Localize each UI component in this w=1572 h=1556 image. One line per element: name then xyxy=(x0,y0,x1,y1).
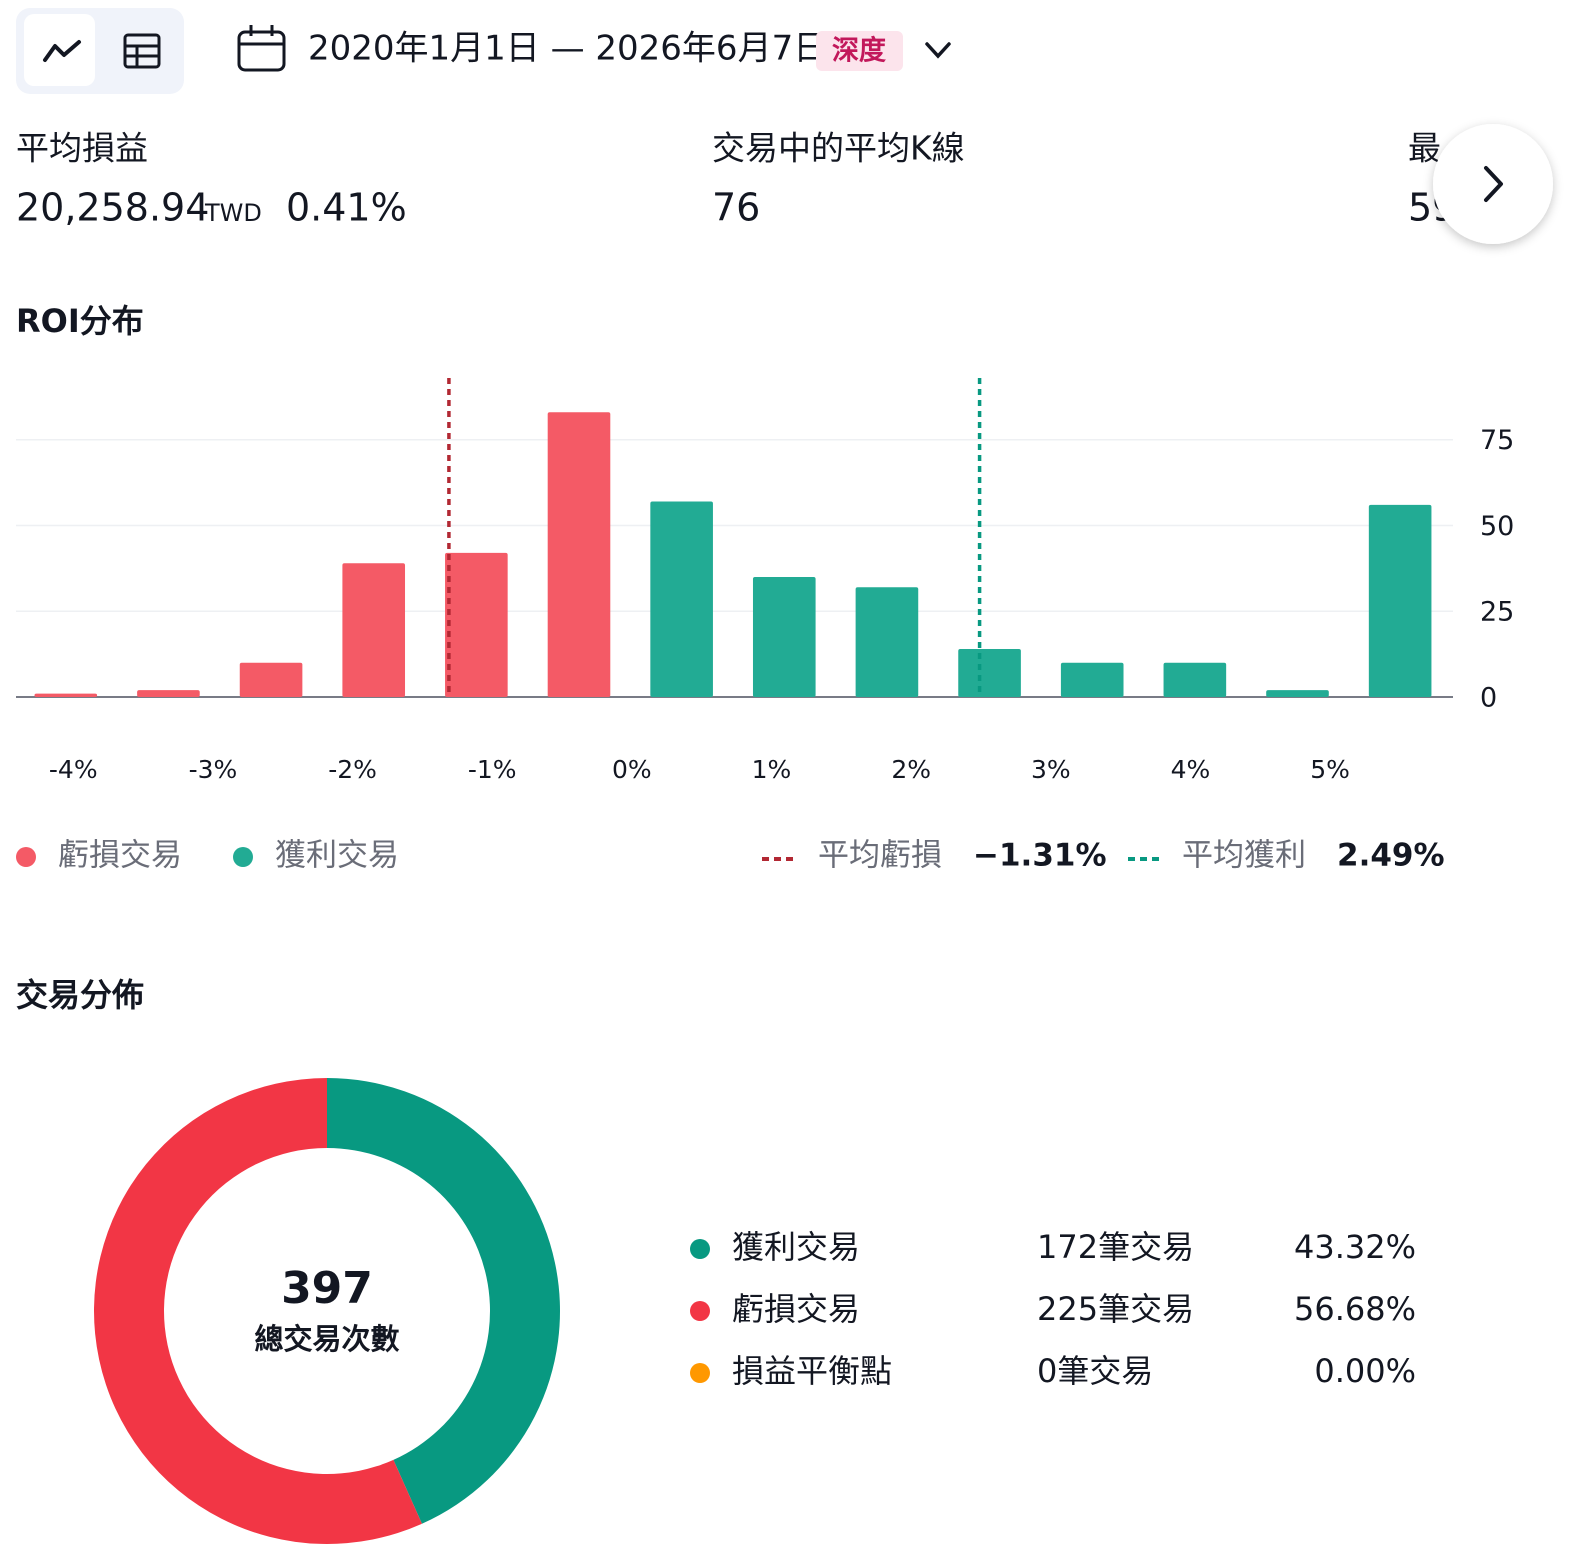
roi-histogram: 0 25 50 75 -4% -3% -2% -1% 0% 1% 2% 3% 4% 5% 虧損交易 獲利交易 平… xyxy=(16,378,1514,874)
section-title: 交易分佈 xyxy=(16,976,144,1014)
x-tick-label: -4% xyxy=(49,755,98,784)
legend-marker xyxy=(690,1363,710,1383)
bar xyxy=(445,552,508,697)
dropdown-icon[interactable] xyxy=(925,42,951,59)
x-tick-label: 5% xyxy=(1310,755,1350,784)
x-tick-label: 1% xyxy=(752,755,792,784)
x-tick-label: 3% xyxy=(1031,755,1071,784)
legend-label: 虧損交易 xyxy=(732,1290,860,1328)
section-title: ROI分布 xyxy=(16,302,144,340)
donut-slice xyxy=(327,1078,561,1524)
date-range[interactable]: 2020年1月1日 — 2026年6月7日 xyxy=(308,29,827,69)
legend-label: 損益平衡點 xyxy=(732,1352,892,1390)
x-tick-label: -3% xyxy=(189,755,238,784)
bar xyxy=(547,412,611,697)
y-tick-label: 0 xyxy=(1480,683,1497,714)
x-tick-label: 4% xyxy=(1171,755,1211,784)
calendar-icon[interactable] xyxy=(237,25,286,72)
bar xyxy=(1163,662,1227,697)
bar xyxy=(752,576,816,697)
bar xyxy=(1266,690,1329,697)
next-button[interactable] xyxy=(1433,124,1553,244)
legend-marker xyxy=(690,1239,710,1259)
bar xyxy=(239,662,303,697)
legend-percent: 56.68% xyxy=(1294,1290,1416,1328)
badge: 深度 xyxy=(832,35,886,67)
bar xyxy=(137,690,200,697)
stat-label: 平均損益 xyxy=(16,129,148,168)
stat-label: 交易中的平均K線 xyxy=(712,129,965,168)
bar xyxy=(958,648,1021,697)
legend-label: 獲利交易 xyxy=(275,838,399,874)
next-icon xyxy=(1484,166,1503,202)
legend-label: 平均虧損 xyxy=(818,838,942,874)
donut-total-label: 總交易次數 xyxy=(254,1322,399,1356)
x-tick-label: 0% xyxy=(612,755,652,784)
bar xyxy=(342,563,406,697)
bar xyxy=(855,587,919,697)
bar xyxy=(34,693,98,697)
trade-donut: 397 總交易次數 獲利交易 172筆交易 43.32% 虧損交易 225筆交易 56.68%… xyxy=(94,1078,1416,1544)
legend-marker xyxy=(233,847,253,867)
stat-value: 76 xyxy=(712,186,760,230)
legend-count: 172筆交易 xyxy=(1037,1228,1194,1266)
bar xyxy=(650,501,713,697)
chart-icon xyxy=(43,40,81,62)
x-tick-label: -1% xyxy=(468,755,517,784)
legend-percent: 43.32% xyxy=(1294,1228,1416,1266)
y-tick-label: 50 xyxy=(1480,511,1514,542)
legend-value: −1.31% xyxy=(973,838,1107,874)
y-tick-label: 25 xyxy=(1480,597,1514,628)
donut-slice xyxy=(94,1078,422,1544)
stat-label: 最 xyxy=(1408,129,1441,168)
legend-label: 獲利交易 xyxy=(732,1228,860,1266)
legend-value: 2.49% xyxy=(1337,838,1445,874)
table-icon[interactable] xyxy=(123,33,161,69)
bar xyxy=(1368,504,1432,697)
donut-total: 397 xyxy=(281,1263,373,1314)
stat-unit: TWD xyxy=(204,199,262,227)
stat-value: 20,258.94 xyxy=(16,186,209,230)
legend-count: 225筆交易 xyxy=(1037,1290,1194,1328)
legend-label: 平均獲利 xyxy=(1182,838,1306,874)
bar xyxy=(1060,662,1124,697)
badge-bg xyxy=(816,31,903,71)
legend-percent: 0.00% xyxy=(1314,1352,1416,1390)
legend-count: 0筆交易 xyxy=(1037,1352,1153,1390)
x-tick-label: 2% xyxy=(891,755,931,784)
x-tick-label: -2% xyxy=(328,755,377,784)
legend-marker xyxy=(16,847,36,867)
y-tick-label: 75 xyxy=(1480,425,1514,456)
legend-label: 虧損交易 xyxy=(58,838,182,874)
legend-marker xyxy=(690,1301,710,1321)
stat-percent: 0.41% xyxy=(286,186,407,230)
